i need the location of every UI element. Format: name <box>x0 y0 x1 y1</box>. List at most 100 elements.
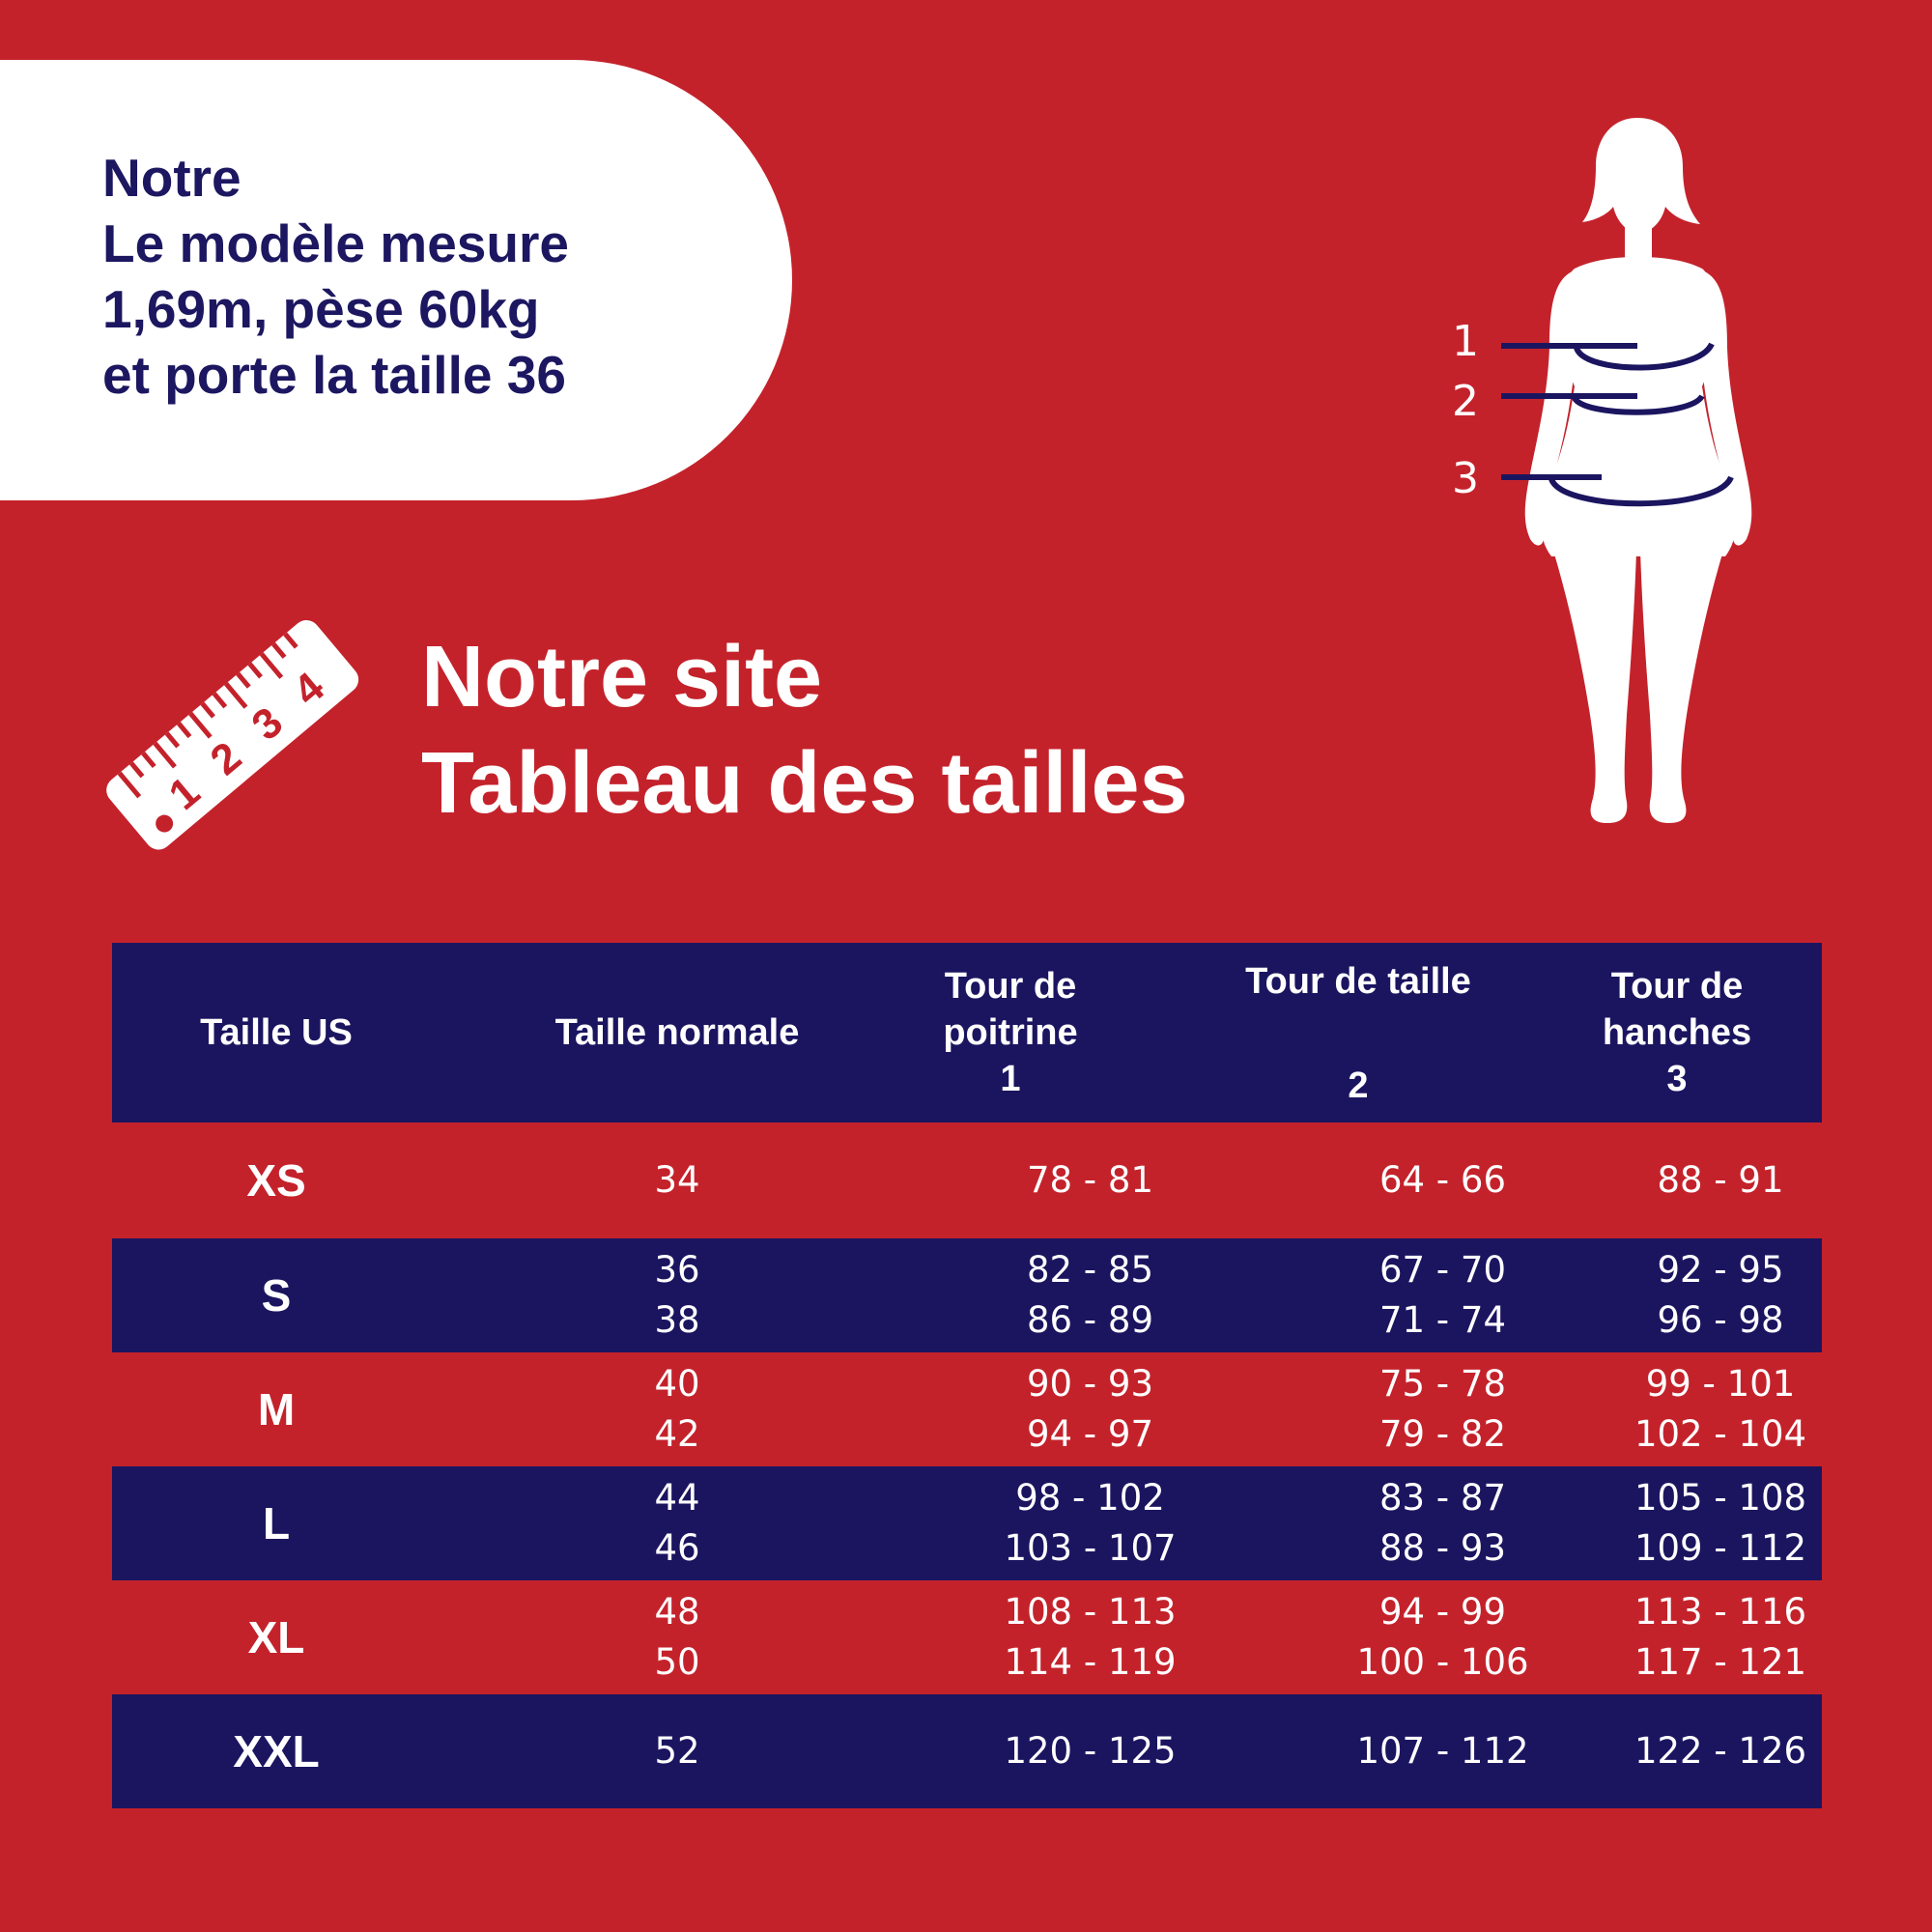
cell-value: 96 - 98 <box>1657 1299 1784 1341</box>
model-info-line-3: 1,69m, pèse 60kg <box>102 279 540 339</box>
cell-tour-taille: 83 - 87 88 - 93 <box>1266 1466 1619 1580</box>
cell-value: M <box>257 1384 296 1435</box>
cell-value: 102 - 104 <box>1634 1413 1807 1455</box>
cell-value: 90 - 93 <box>1026 1363 1154 1405</box>
cell-value: 122 - 126 <box>1634 1730 1807 1772</box>
header-tour-hanches: Tour de hanches 3 <box>1602 966 1752 1099</box>
cell-taille-us: M <box>112 1352 440 1466</box>
cell-taille-normale: 34 <box>440 1122 914 1238</box>
cell-value: 113 - 116 <box>1634 1591 1807 1633</box>
table-header: Taille US Taille normale Tour de poitrin… <box>112 943 1822 1122</box>
cell-value: 88 - 93 <box>1378 1527 1507 1569</box>
cell-value: 100 - 106 <box>1356 1641 1529 1683</box>
model-info-line-2: Le modèle mesure <box>102 213 569 273</box>
cell-tour-poitrine: 78 - 81 <box>914 1122 1266 1238</box>
cell-value: XXL <box>233 1726 320 1776</box>
cell-tour-poitrine: 82 - 85 86 - 89 <box>914 1238 1266 1352</box>
cell-taille-us: S <box>112 1238 440 1352</box>
header-taille-us: Taille US <box>200 1012 353 1053</box>
table-row: M 40 42 90 - 93 94 - 97 75 - 78 79 - 82 99 - 10… <box>112 1352 1822 1466</box>
cell-value: 99 - 101 <box>1645 1363 1796 1405</box>
size-table: Taille US Taille normale Tour de poitrin… <box>112 943 1822 1808</box>
cell-taille-normale: 48 50 <box>440 1580 914 1694</box>
model-info-card: Notre Le modèle mesure 1,69m, pèse 60kg … <box>0 60 792 500</box>
cell-taille-us: XS <box>112 1122 440 1238</box>
cell-tour-taille: 94 - 99 100 - 106 <box>1266 1580 1619 1694</box>
cell-value: 44 <box>654 1477 700 1519</box>
cell-value: XL <box>247 1612 305 1662</box>
cell-tour-hanches: 113 - 116 117 - 121 <box>1619 1580 1822 1694</box>
cell-value: 98 - 102 <box>1015 1477 1165 1519</box>
cell-tour-taille: 75 - 78 79 - 82 <box>1266 1352 1619 1466</box>
cell-tour-taille: 64 - 66 <box>1266 1122 1619 1238</box>
page-title: Notre site Tableau des tailles <box>421 624 1188 837</box>
cell-taille-normale: 40 42 <box>440 1352 914 1466</box>
cell-value: 36 <box>654 1249 700 1291</box>
cell-taille-us: L <box>112 1466 440 1580</box>
cell-value: 109 - 112 <box>1634 1527 1807 1569</box>
cell-value: 108 - 113 <box>1004 1591 1177 1633</box>
cell-tour-poitrine: 98 - 102 103 - 107 <box>914 1466 1266 1580</box>
cell-value: 75 - 78 <box>1378 1363 1507 1405</box>
cell-value: 107 - 112 <box>1356 1730 1529 1772</box>
cell-value: XS <box>246 1155 306 1206</box>
cell-value: 34 <box>654 1159 700 1201</box>
cell-value: L <box>262 1498 291 1548</box>
cell-value: 78 - 81 <box>1026 1159 1154 1201</box>
cell-value: 92 - 95 <box>1657 1249 1784 1291</box>
cell-value: 114 - 119 <box>1004 1641 1177 1683</box>
cell-value: 86 - 89 <box>1026 1299 1154 1341</box>
cell-taille-normale: 36 38 <box>440 1238 914 1352</box>
cell-value: 67 - 70 <box>1378 1249 1507 1291</box>
cell-value: 120 - 125 <box>1004 1730 1177 1772</box>
cell-value: 38 <box>654 1299 700 1341</box>
cell-value: 105 - 108 <box>1634 1477 1807 1519</box>
body-figure-icon: 1 2 3 <box>1452 118 1752 823</box>
cell-tour-poitrine: 90 - 93 94 - 97 <box>914 1352 1266 1466</box>
cell-value: 83 - 87 <box>1378 1477 1507 1519</box>
cell-value: 42 <box>654 1413 700 1455</box>
cell-tour-hanches: 122 - 126 <box>1619 1694 1822 1808</box>
cell-taille-us: XL <box>112 1580 440 1694</box>
cell-value: S <box>261 1270 292 1321</box>
cell-taille-us: XXL <box>112 1694 440 1808</box>
cell-value: 79 - 82 <box>1378 1413 1507 1455</box>
title-line-2: Tableau des tailles <box>421 735 1188 832</box>
header-taille-normale: Taille normale <box>554 1012 800 1053</box>
cell-value: 94 - 99 <box>1378 1591 1507 1633</box>
figure-marker-2: 2 <box>1452 377 1479 426</box>
cell-tour-taille: 67 - 70 71 - 74 <box>1266 1238 1619 1352</box>
table-body: XS 34 78 - 81 64 - 66 88 - 91 S 36 38 82 - 85 86 … <box>112 1122 1822 1808</box>
cell-value: 52 <box>654 1730 700 1772</box>
cell-taille-normale: 44 46 <box>440 1466 914 1580</box>
table-row: L 44 46 98 - 102 103 - 107 83 - 87 88 - 93 105 … <box>112 1466 1822 1580</box>
cell-value: 82 - 85 <box>1026 1249 1154 1291</box>
cell-value: 88 - 91 <box>1657 1159 1784 1201</box>
cell-value: 46 <box>654 1527 700 1569</box>
cell-taille-normale: 52 <box>440 1694 914 1808</box>
model-info-line-4: et porte la taille 36 <box>102 345 566 405</box>
cell-value: 71 - 74 <box>1378 1299 1507 1341</box>
cell-value: 103 - 107 <box>1004 1527 1177 1569</box>
cell-value: 64 - 66 <box>1378 1159 1507 1201</box>
header-tour-taille: Tour de taille 2 <box>1245 961 1471 1106</box>
figure-marker-3: 3 <box>1452 454 1479 503</box>
header-tour-poitrine: Tour de poitrine 1 <box>943 966 1078 1099</box>
model-info-line-1: Notre <box>102 148 242 208</box>
cell-value: 94 - 97 <box>1026 1413 1154 1455</box>
cell-value: 117 - 121 <box>1634 1641 1807 1683</box>
cell-tour-poitrine: 108 - 113 114 - 119 <box>914 1580 1266 1694</box>
cell-value: 40 <box>654 1363 700 1405</box>
cell-tour-poitrine: 120 - 125 <box>914 1694 1266 1808</box>
cell-tour-hanches: 99 - 101 102 - 104 <box>1619 1352 1822 1466</box>
table-row: XL 48 50 108 - 113 114 - 119 94 - 99 100 - 106… <box>112 1580 1822 1694</box>
cell-tour-hanches: 92 - 95 96 - 98 <box>1619 1238 1822 1352</box>
cell-tour-hanches: 105 - 108 109 - 112 <box>1619 1466 1822 1580</box>
table-row: XXL 52 120 - 125 107 - 112 122 - 126 <box>112 1694 1822 1808</box>
title-line-1: Notre site <box>421 629 823 725</box>
figure-marker-1: 1 <box>1452 317 1479 366</box>
cell-tour-hanches: 88 - 91 <box>1619 1122 1822 1238</box>
cell-value: 50 <box>654 1641 700 1683</box>
table-row: S 36 38 82 - 85 86 - 89 67 - 70 71 - 74 92 - 95… <box>112 1238 1822 1352</box>
table-row: XS 34 78 - 81 64 - 66 88 - 91 <box>112 1122 1822 1238</box>
